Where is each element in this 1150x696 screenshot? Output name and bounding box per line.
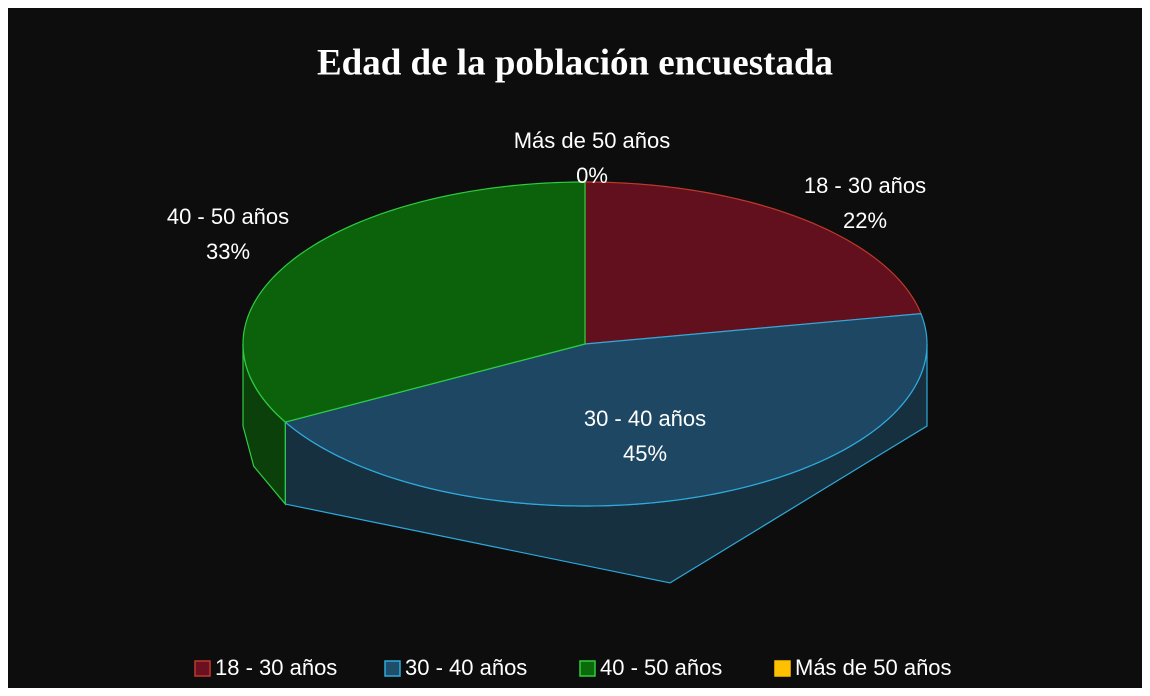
data-label-name: 18 - 30 años [804,173,926,198]
legend-swatch [384,660,401,677]
legend-label: 30 - 40 años [405,655,527,680]
data-label-value: 45% [623,441,667,466]
data-label-value: 22% [843,208,887,233]
data-label-name: Más de 50 años [514,128,671,153]
legend-item: Más de 50 años [774,655,952,680]
legend-item: 18 - 30 años [194,655,337,680]
data-label-value: 33% [206,239,250,264]
slice [584,181,922,345]
data-label-value: 0% [576,163,608,188]
legend-label: 18 - 30 años [215,655,337,680]
legend-item: 30 - 40 años [384,655,527,680]
slice [242,181,586,423]
slice [284,313,928,507]
data-label-name: 30 - 40 años [584,406,706,431]
legend-label: Más de 50 años [795,655,952,680]
legend-swatch [194,660,211,677]
legend-swatch [774,660,791,677]
legend-swatch [579,660,596,677]
data-label-name: 40 - 50 años [167,204,289,229]
legend-label: 40 - 50 años [600,655,722,680]
chart-title: Edad de la población encuestada [317,42,833,83]
legend-item: 40 - 50 años [579,655,722,680]
